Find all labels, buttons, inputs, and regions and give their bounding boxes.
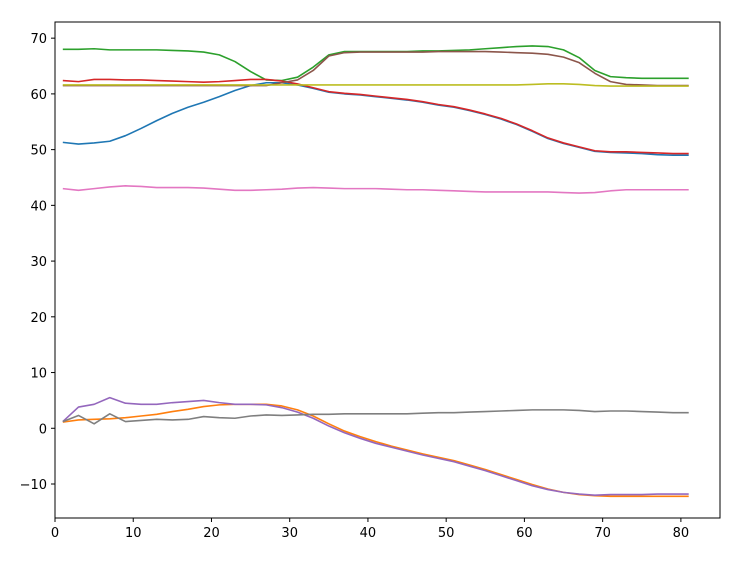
x-tick-label: 20 — [203, 526, 220, 541]
x-tick-label: 60 — [516, 526, 533, 541]
y-tick-label: 10 — [30, 367, 47, 382]
x-tick-label: 0 — [51, 526, 59, 541]
y-tick-label: 70 — [30, 32, 47, 47]
y-tick-label: −10 — [20, 478, 47, 493]
data-line — [62, 83, 689, 87]
data-line — [62, 185, 689, 194]
data-line — [62, 78, 689, 155]
x-tick-label: 70 — [594, 526, 611, 541]
data-line — [62, 81, 689, 156]
data-line — [62, 396, 689, 496]
y-tick-label: 40 — [30, 199, 47, 214]
y-tick-label: 20 — [30, 311, 47, 326]
x-tick-label: 40 — [360, 526, 377, 541]
axes-frame — [54, 21, 721, 519]
data-line — [62, 403, 689, 498]
x-tick-label: 50 — [438, 526, 455, 541]
y-tick-label: 30 — [30, 255, 47, 270]
y-tick-label: 0 — [39, 422, 47, 437]
plot-area — [62, 45, 689, 498]
data-line — [62, 409, 689, 425]
y-tick-label: 60 — [30, 88, 47, 103]
ticks: 0 10 20 30 40 50 60 70 80 −10 0 10 20 30 40 50 60 70 — [20, 32, 690, 541]
x-tick-label: 80 — [673, 526, 690, 541]
x-tick-label: 10 — [125, 526, 142, 541]
data-line — [62, 45, 689, 82]
x-tick-label: 30 — [281, 526, 298, 541]
y-tick-label: 50 — [30, 144, 47, 159]
